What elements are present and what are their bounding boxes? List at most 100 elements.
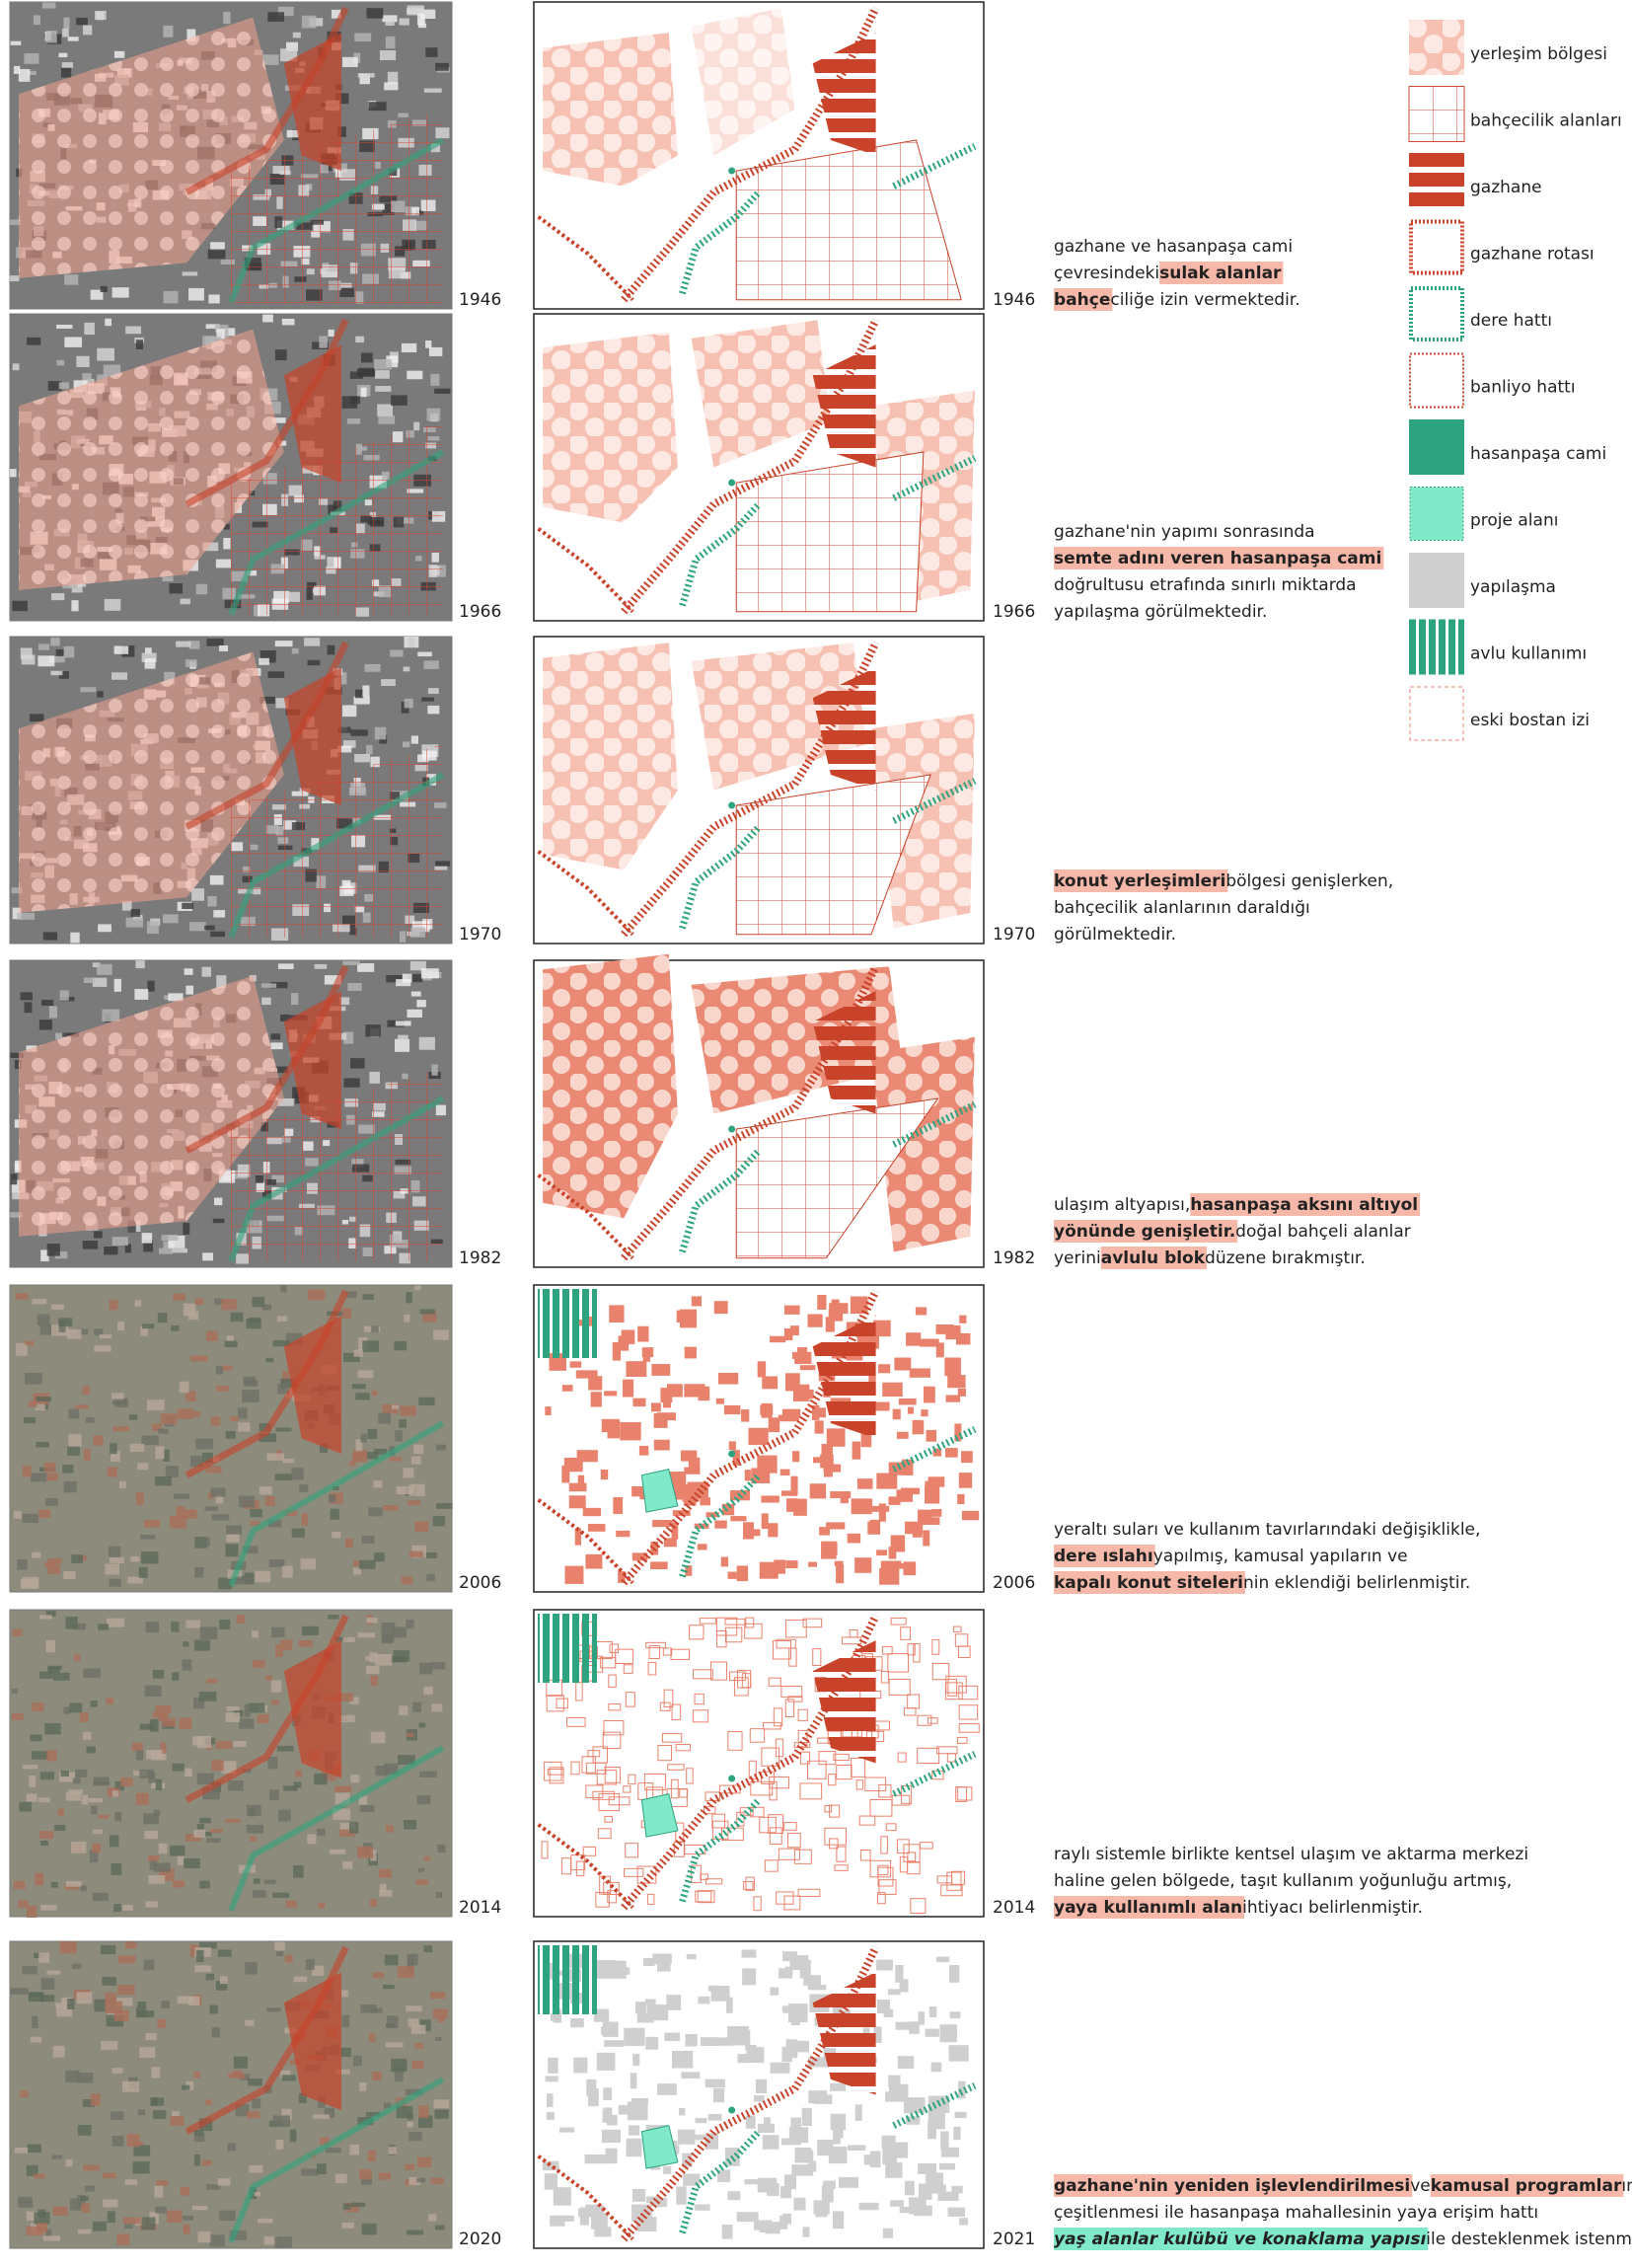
photo-texture	[151, 2067, 161, 2079]
photo-texture	[117, 1985, 135, 1996]
building	[770, 1987, 779, 1996]
photo-texture	[336, 126, 346, 137]
photo-texture	[67, 1446, 80, 1456]
building	[816, 1407, 827, 1418]
building	[888, 1547, 897, 1559]
photo-texture	[13, 1511, 22, 1519]
photo-texture	[11, 1688, 19, 1694]
building	[648, 1644, 660, 1659]
photo-texture	[39, 1772, 55, 1780]
photo-texture	[157, 2018, 166, 2028]
description-text: düzene bırakmıştır.	[1205, 1248, 1366, 1268]
photo-texture	[341, 1990, 348, 1998]
building	[925, 1480, 939, 1488]
building	[663, 1689, 674, 1708]
building	[754, 2220, 773, 2230]
photo-texture	[215, 1366, 223, 1375]
photo-texture	[375, 1653, 393, 1666]
photo-settlement	[19, 975, 284, 1237]
photo-texture	[228, 1780, 244, 1791]
building	[761, 1495, 779, 1503]
building	[717, 2169, 731, 2182]
photo-texture	[291, 993, 299, 1005]
photo-texture	[275, 1427, 292, 1432]
photo-texture	[275, 1643, 283, 1657]
building	[935, 1746, 958, 1755]
building	[878, 1503, 886, 1522]
building	[542, 2160, 559, 2171]
photo-texture	[259, 657, 269, 665]
photo-texture	[205, 1466, 222, 1474]
legend-label: proje alanı	[1470, 511, 1558, 531]
photo-texture	[333, 1808, 351, 1821]
photo-texture	[40, 1841, 48, 1847]
legend-label: banliyo hattı	[1470, 378, 1576, 398]
building	[699, 1618, 716, 1625]
building	[868, 1401, 890, 1411]
photo-texture	[437, 1844, 446, 1853]
building	[695, 2118, 707, 2124]
photo-texture	[207, 249, 226, 260]
photo-texture	[189, 1355, 208, 1362]
building	[946, 1871, 962, 1891]
photo-texture	[97, 691, 104, 698]
legend-item: avlu kullanımı	[1409, 619, 1587, 675]
photo-texture	[418, 1551, 437, 1558]
photo-texture	[408, 2176, 421, 2186]
photo-texture	[410, 735, 418, 744]
building	[757, 2123, 775, 2134]
building	[904, 2180, 915, 2196]
photo-texture	[237, 1407, 248, 1419]
photo-texture	[55, 648, 65, 656]
building	[636, 2013, 654, 2023]
photo-texture	[342, 740, 356, 748]
photo-texture	[398, 113, 408, 117]
photo-texture	[386, 974, 404, 983]
building	[834, 1864, 849, 1871]
gazhane	[812, 1640, 876, 1764]
building	[786, 1833, 801, 1849]
photo-texture	[373, 1480, 383, 1488]
building	[720, 1556, 729, 1567]
photo-texture	[301, 2168, 319, 2176]
photo-texture	[59, 1772, 75, 1782]
photo-texture	[43, 1462, 56, 1473]
photo-texture	[261, 1304, 272, 1311]
photo-texture	[88, 1797, 104, 1803]
building	[948, 1965, 960, 1983]
photo-texture	[386, 355, 399, 368]
building	[590, 1392, 602, 1407]
photo-texture	[399, 1705, 408, 1715]
photo-texture	[398, 1755, 415, 1766]
building	[609, 1305, 625, 1323]
photo-texture	[97, 347, 114, 361]
legend-item: dere hattı	[1409, 286, 1552, 341]
building	[631, 1552, 648, 1561]
building	[873, 2026, 882, 2043]
photo-texture	[38, 1020, 52, 1030]
gazhane	[812, 344, 876, 468]
building	[849, 1628, 858, 1638]
building	[741, 1409, 750, 1422]
photo-texture	[171, 1325, 180, 1331]
photo-texture	[25, 1340, 35, 1346]
photo-texture	[370, 1731, 386, 1744]
photo-texture	[93, 1781, 110, 1786]
photo-texture	[225, 1544, 239, 1557]
photo-texture	[355, 1393, 370, 1400]
photo-texture	[414, 2042, 424, 2049]
building	[912, 1530, 923, 1538]
swatch	[1409, 286, 1464, 341]
photo-texture	[248, 1702, 265, 1713]
settlement-area	[543, 332, 678, 523]
building	[585, 1784, 604, 1799]
photo-texture	[18, 2201, 34, 2208]
photo-texture	[304, 638, 321, 646]
building	[848, 2145, 866, 2152]
photo-texture	[355, 336, 364, 343]
photo-texture	[39, 1323, 57, 1335]
photo-texture	[147, 980, 155, 992]
building	[869, 1859, 892, 1878]
legend-label: yerleşim bölgesi	[1470, 44, 1607, 64]
building	[859, 1498, 873, 1507]
